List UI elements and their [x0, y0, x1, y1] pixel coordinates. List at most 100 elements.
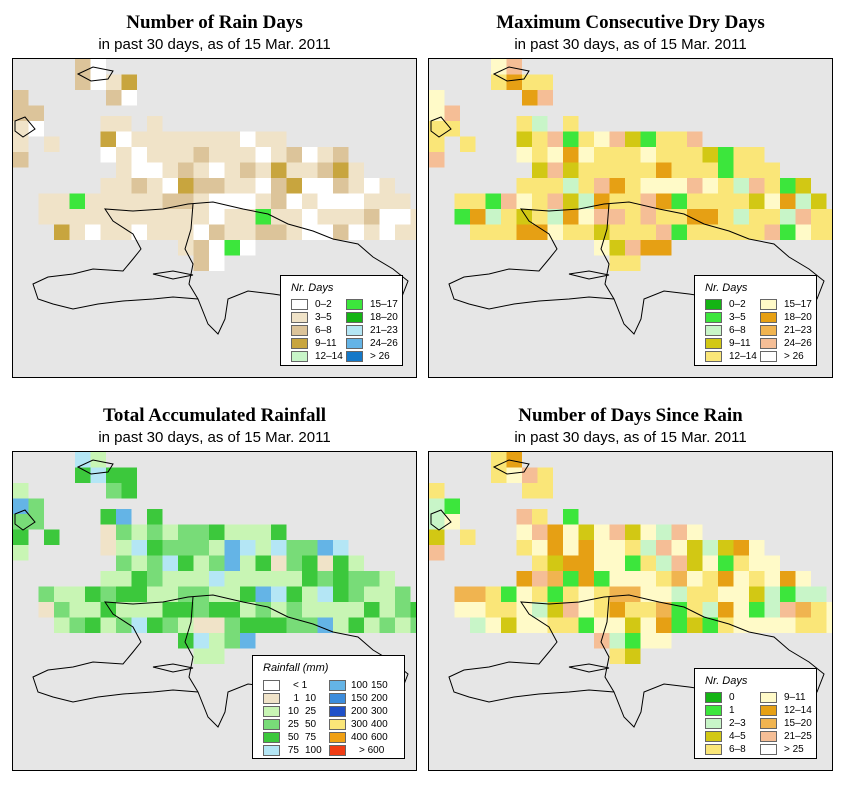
grid-cell — [255, 178, 271, 194]
grid-cell — [178, 602, 194, 618]
grid-cell — [578, 131, 594, 147]
legend-label: 1 — [729, 705, 735, 716]
grid-cell — [625, 617, 641, 633]
panel-title: Maximum Consecutive Dry Days — [496, 12, 765, 33]
grid-cell — [429, 136, 445, 152]
grid-cell — [522, 467, 538, 483]
grid-cell — [147, 131, 163, 147]
grid-cell — [609, 131, 625, 147]
grid-cell — [625, 555, 641, 571]
grid-cell — [302, 162, 318, 178]
grid-cell — [13, 545, 29, 561]
legend-swatch — [329, 693, 346, 704]
grid-cell — [444, 514, 460, 530]
grid-cell — [116, 209, 132, 225]
legend-label-high: 10 — [305, 693, 317, 704]
legend-label-low: 50 — [287, 732, 299, 743]
grid-cell — [764, 602, 780, 618]
grid-cell — [749, 555, 765, 571]
country-border — [600, 203, 615, 300]
legend-title: Nr. Days — [705, 675, 748, 687]
grid-cell — [687, 193, 703, 209]
grid-cell — [333, 224, 349, 240]
grid-cell — [379, 586, 395, 602]
grid-cell — [656, 240, 672, 256]
grid-cell — [537, 467, 553, 483]
grid-cell — [147, 178, 163, 194]
legend-swatch — [329, 706, 346, 717]
grid-cell — [640, 224, 656, 240]
grid-cell — [811, 602, 827, 618]
grid-cell — [594, 571, 610, 587]
legend-label-low: 75 — [287, 745, 299, 756]
grid-cell — [563, 617, 579, 633]
grid-cell — [656, 209, 672, 225]
grid-cell — [286, 162, 302, 178]
grid-cell — [333, 617, 349, 633]
grid-cell — [209, 617, 225, 633]
grid-cell — [656, 131, 672, 147]
panel-days-since-rain: Number of Days Since Rain in past 30 day… — [428, 405, 833, 775]
grid-cell — [364, 224, 380, 240]
grid-cell — [178, 524, 194, 540]
legend-swatch — [760, 312, 777, 323]
grid-cell — [162, 602, 178, 618]
grid-cell — [516, 147, 532, 163]
grid-cell — [563, 193, 579, 209]
grid-cell — [429, 90, 445, 106]
grid-cell — [193, 586, 209, 602]
grid-cell — [563, 209, 579, 225]
grid-cell — [640, 555, 656, 571]
grid-cell — [69, 193, 85, 209]
coastline — [568, 663, 610, 673]
grid-cell — [578, 555, 594, 571]
legend-label-low: 200 — [351, 706, 368, 717]
map-canvas — [429, 59, 832, 335]
legend-swatch — [705, 312, 722, 323]
grid-cell — [764, 178, 780, 194]
grid-cell — [286, 540, 302, 556]
grid-cell — [193, 617, 209, 633]
legend-swatch — [760, 731, 777, 742]
grid-cell — [687, 147, 703, 163]
grid-cell — [609, 178, 625, 194]
grid-cell — [271, 209, 287, 225]
grid-cell — [193, 571, 209, 587]
grid-cell — [116, 509, 132, 525]
legend-swatch — [346, 325, 363, 336]
grid-cell — [764, 555, 780, 571]
grid-cell — [485, 617, 501, 633]
grid-cell — [625, 648, 641, 664]
grid-cell — [395, 224, 411, 240]
grid-cell — [75, 452, 91, 468]
grid-cell — [240, 131, 256, 147]
grid-cell — [532, 555, 548, 571]
grid-cell — [563, 131, 579, 147]
grid-cell — [671, 209, 687, 225]
grid-cell — [286, 209, 302, 225]
grid-cell — [578, 540, 594, 556]
coastline — [430, 116, 452, 138]
grid-cell — [193, 240, 209, 256]
grid-cell — [271, 602, 287, 618]
grid-cell — [485, 602, 501, 618]
grid-cell — [240, 602, 256, 618]
grid-cell — [718, 193, 734, 209]
grid-cell — [224, 178, 240, 194]
grid-cell — [640, 571, 656, 587]
grid-cell — [38, 193, 54, 209]
grid-cell — [578, 209, 594, 225]
grid-cell — [224, 162, 240, 178]
grid-cell — [563, 224, 579, 240]
grid-cell — [54, 193, 70, 209]
grid-cell — [271, 224, 287, 240]
grid-cell — [780, 571, 796, 587]
legend-swatch — [291, 312, 308, 323]
grid-cell — [687, 131, 703, 147]
grid-cell — [348, 224, 364, 240]
grid-cell — [609, 571, 625, 587]
grid-cell — [286, 147, 302, 163]
grid-cell — [255, 193, 271, 209]
grid-cell — [516, 131, 532, 147]
grid-cell — [100, 586, 116, 602]
